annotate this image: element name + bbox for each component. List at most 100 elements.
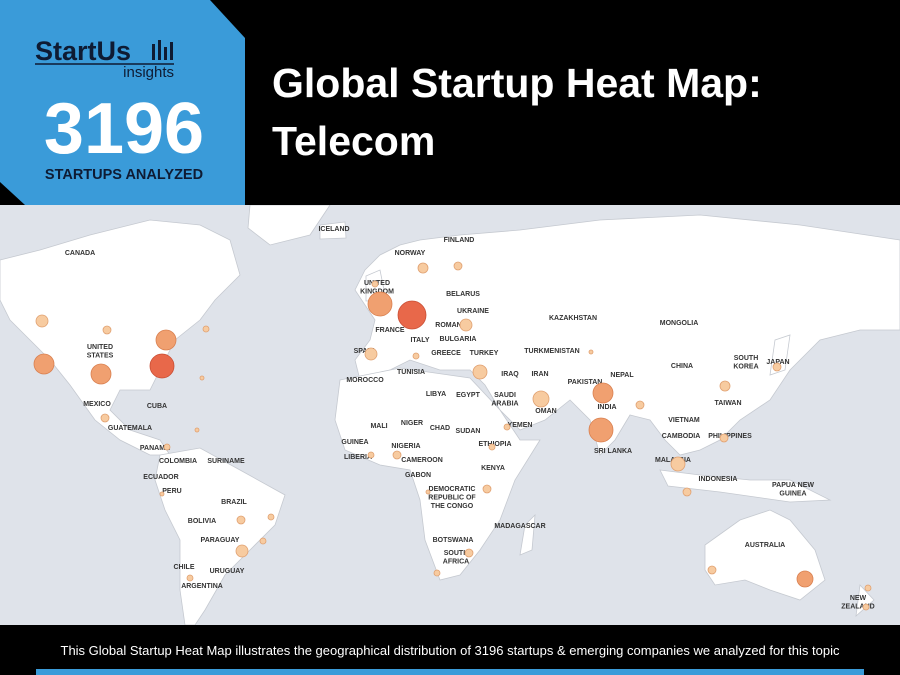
bubble xyxy=(707,565,717,575)
bubble xyxy=(425,489,431,495)
bubble xyxy=(588,349,594,355)
bubble xyxy=(163,443,171,451)
bubble xyxy=(488,443,496,451)
country-label: SURINAME xyxy=(207,458,245,465)
bubble xyxy=(259,537,267,545)
country-label: KOREA xyxy=(733,364,758,371)
bubble xyxy=(397,300,427,330)
bubble xyxy=(464,548,474,558)
bubble xyxy=(772,362,782,372)
stat-label: STARTUPS ANALYZED xyxy=(45,167,203,183)
country-label: BELARUS xyxy=(446,291,480,298)
bubble xyxy=(719,433,729,443)
country-label: SAUDI xyxy=(494,392,516,399)
country-label: TUNISIA xyxy=(397,369,425,376)
bubbles xyxy=(33,261,872,611)
bubble xyxy=(155,329,177,351)
country-label: BULGARIA xyxy=(440,336,477,343)
country-label: REPUBLIC OF xyxy=(428,495,476,502)
country-label: ECUADOR xyxy=(143,474,178,481)
logo-bar xyxy=(164,47,167,60)
country-label: GUINEA xyxy=(779,491,806,498)
footer-text: This Global Startup Heat Map illustrates… xyxy=(61,643,840,658)
bubble xyxy=(482,484,492,494)
bubble xyxy=(35,314,49,328)
country-label: PANAMA xyxy=(140,445,170,452)
bubble xyxy=(186,574,194,582)
bubble xyxy=(503,423,511,431)
madagascar xyxy=(519,513,536,556)
bubble xyxy=(472,364,488,380)
country-label: ZEALAND xyxy=(841,604,874,611)
bubble xyxy=(236,515,246,525)
bubble xyxy=(670,456,686,472)
bubble xyxy=(796,570,814,588)
bubble xyxy=(417,262,429,274)
country-label: GREECE xyxy=(431,350,461,357)
country-label: MADAGASCAR xyxy=(494,523,545,530)
bubble xyxy=(864,584,872,592)
country-label: GUINEA xyxy=(341,439,368,446)
bubble xyxy=(532,390,550,408)
bubble xyxy=(592,382,614,404)
bubble xyxy=(90,363,112,385)
country-label: FINLAND xyxy=(444,237,475,244)
country-label: GABON xyxy=(405,472,431,479)
country-label: MONGOLIA xyxy=(660,320,699,327)
country-label: NORWAY xyxy=(395,250,426,257)
stat-value: 3196 xyxy=(44,89,204,169)
logo-name: StartUs xyxy=(35,36,131,66)
logo-bar xyxy=(158,40,161,60)
country-label: ARGENTINA xyxy=(181,583,223,590)
country-label: PARAGUAY xyxy=(201,537,240,544)
africa xyxy=(334,367,541,581)
bubble xyxy=(159,491,165,497)
bubble xyxy=(635,400,645,410)
logo: StartUs insights xyxy=(35,36,174,81)
country-label: SPAIN xyxy=(354,348,375,355)
country-label: ARABIA xyxy=(491,401,518,408)
bubble xyxy=(412,352,420,360)
country-label: SOUTH xyxy=(734,355,759,362)
country-label: UKRAINE xyxy=(457,308,489,315)
country-label: VIETNAM xyxy=(668,417,700,424)
country-label: NIGERIA xyxy=(391,443,420,450)
bubble xyxy=(202,325,210,333)
country-label: STATES xyxy=(87,353,114,360)
bubble xyxy=(371,280,379,288)
country-label: SRI LANKA xyxy=(594,448,632,455)
country-label: PAKISTAN xyxy=(568,379,603,386)
stat-panel xyxy=(0,0,245,205)
country-label: KENYA xyxy=(481,465,505,472)
bubble xyxy=(453,261,463,271)
bubble xyxy=(364,347,378,361)
country-label: JAPAN xyxy=(766,359,789,366)
country-label: CANADA xyxy=(65,250,95,257)
map: ICELANDFINLANDNORWAYCANADAUNITEDKINGDOMB… xyxy=(0,204,900,626)
country-label: BOTSWANA xyxy=(433,537,474,544)
bubble xyxy=(235,544,249,558)
country-label: TURKEY xyxy=(470,350,499,357)
iceland xyxy=(319,221,347,240)
country-label: IRAQ xyxy=(501,371,519,378)
country-label: ICELAND xyxy=(318,226,349,233)
country-label: GUATEMALA xyxy=(108,425,152,432)
country-label: NEPAL xyxy=(610,372,634,379)
bubble xyxy=(367,451,375,459)
country-label: AUSTRALIA xyxy=(745,542,785,549)
country-label: YEMEN xyxy=(508,422,533,429)
country-label: CHILE xyxy=(174,564,195,571)
country-label: COLOMBIA xyxy=(159,458,197,465)
bubble xyxy=(459,318,473,332)
country-label: CUBA xyxy=(147,403,167,410)
bubble xyxy=(367,291,393,317)
bubble xyxy=(199,375,205,381)
footer-band xyxy=(0,625,900,675)
country-label: ETHIOPIA xyxy=(478,441,511,448)
country-label: CHAD xyxy=(430,425,450,432)
country-label: INDIA xyxy=(597,404,616,411)
country-label: ROMANIA xyxy=(435,322,468,329)
country-label: MOROCCO xyxy=(346,377,384,384)
bubble xyxy=(392,450,402,460)
